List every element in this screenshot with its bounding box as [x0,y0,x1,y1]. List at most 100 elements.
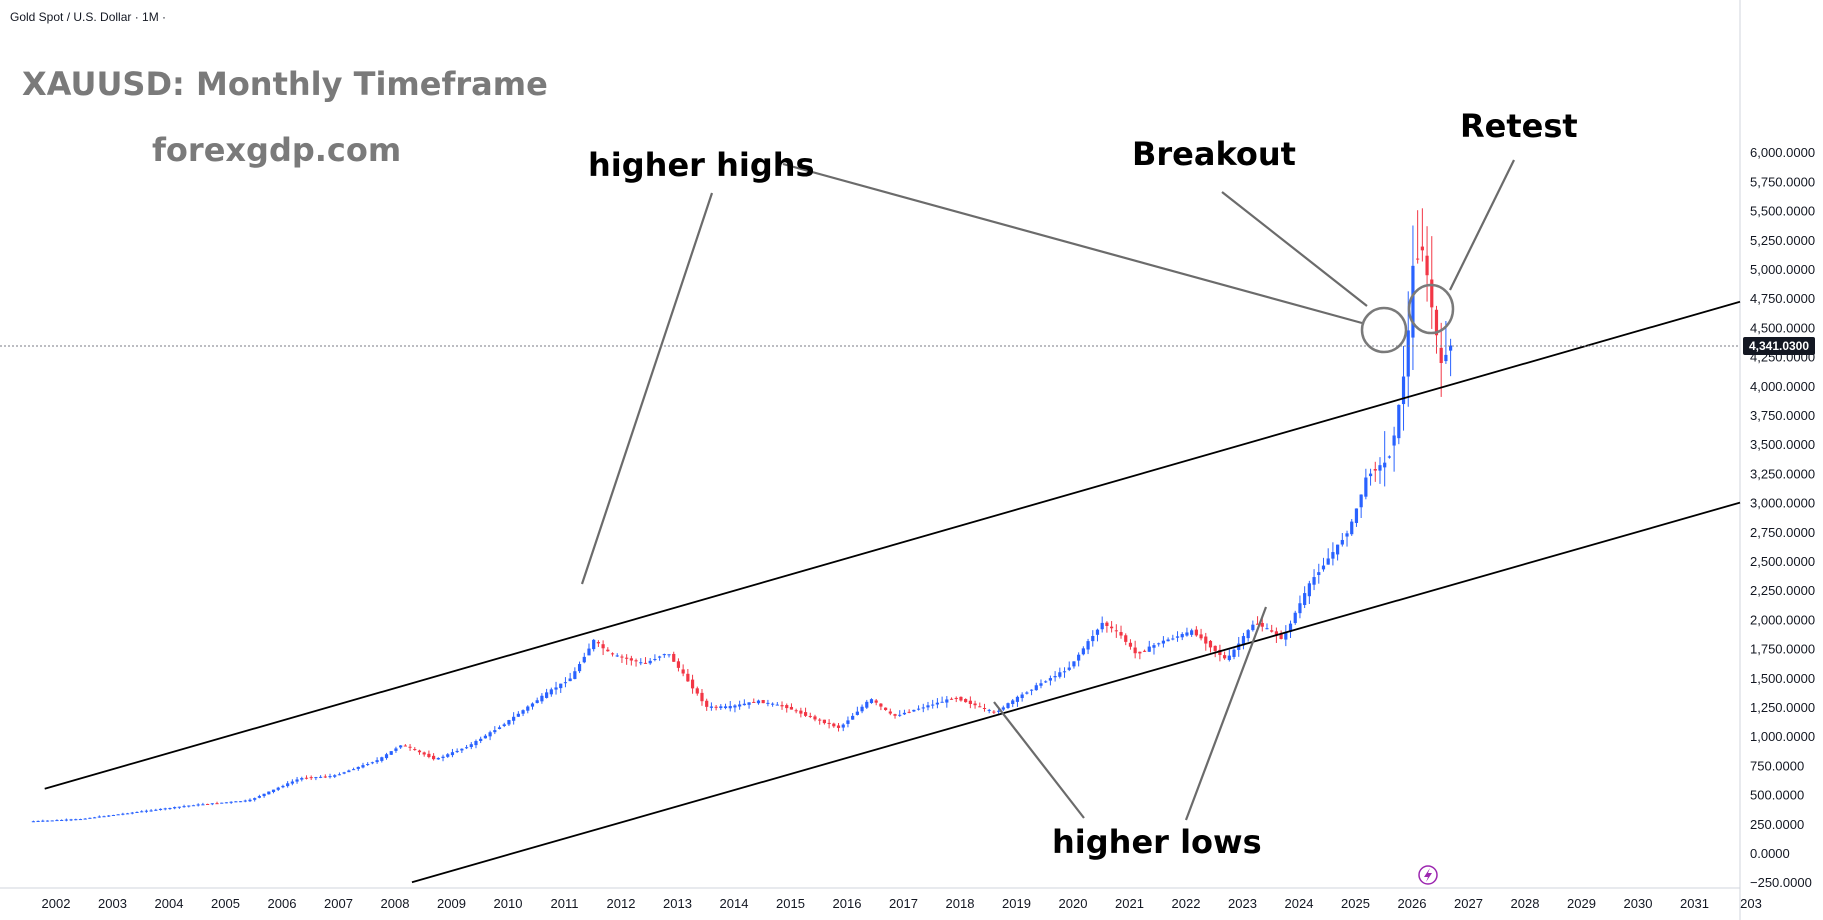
candle-body [366,764,370,766]
candle-body [464,747,469,749]
candle-body [1095,629,1100,635]
candle-body [399,745,403,748]
candle-body [723,706,728,709]
candle-body [295,779,299,782]
candle-body [1406,330,1410,377]
time-tick-label: 2018 [946,896,975,911]
candle-body [855,711,859,715]
candle-body [1307,583,1311,597]
candle-body [775,704,779,706]
candle-body [1147,646,1151,652]
callout-line-breakout [1221,191,1368,307]
price-tick-label: 750.0000 [1750,758,1804,773]
candle-body [596,642,600,644]
candle-body [1284,632,1288,640]
candle-body [836,725,841,728]
candle-body [997,710,1001,712]
candle-body [460,748,464,751]
candle-body [286,783,290,787]
candle-body [333,775,337,777]
candle-body [756,700,761,704]
candle-body [794,710,798,712]
time-tick-label: 2005 [211,896,240,911]
annotation-breakout: Breakout [1132,135,1296,173]
candle-body [1383,462,1387,468]
candle-body [1142,650,1147,652]
candle-body [577,664,582,672]
annotation-higher-highs: higher highs [588,146,815,184]
current-price-label: 4,341.0300 [1749,339,1809,353]
candle-body [1255,623,1260,625]
candle-body [639,662,643,664]
candle-body [102,816,106,818]
candle-body [154,809,158,811]
candle-body [1020,694,1024,699]
price-axis[interactable]: −250.0000 0.0000 250.0000 500.0000 750.0000 1… [1750,145,1815,890]
price-tick-label: 250.0000 [1750,817,1804,832]
candle-body [107,815,111,817]
candle-body [125,813,130,815]
candle-body [262,793,266,797]
candle-body [620,656,624,658]
candle-body [672,653,676,662]
candle-body [865,701,869,708]
candle-body [1128,642,1133,647]
time-tick-label: 2014 [720,896,749,911]
time-tick-label: 2010 [494,896,523,911]
candle-body [271,789,276,793]
candle-body [1270,630,1274,632]
candle-body [1185,632,1189,636]
time-tick-label: 2004 [155,896,184,911]
candle-body [1350,521,1354,535]
callout-lines [580,159,1515,821]
candle-body [78,819,83,821]
retest-circle [1407,283,1455,335]
candle-body [1279,633,1283,639]
time-tick-label: 2012 [607,896,636,911]
time-tick-label: 2030 [1624,896,1653,911]
candle-body [982,707,987,709]
candle-body [573,671,577,679]
candle-body [1223,655,1227,659]
candle-body [257,796,261,798]
candle-body [446,754,450,757]
candle-body [601,644,605,649]
candle-body [1048,678,1052,681]
candle-body [93,817,97,819]
candle-body [182,806,186,808]
candle-body [130,812,134,814]
candle-body [97,816,101,818]
candle-body [888,711,892,714]
candle-body [394,748,398,751]
callout-line-retest [1449,159,1515,291]
candle-body [417,750,422,753]
candle-body [771,703,775,705]
candle-body [1364,477,1368,497]
candle-body [163,808,167,810]
candle-body [403,745,407,747]
candle-body [959,696,963,701]
candle-body [752,701,756,703]
candle-body [559,683,563,689]
candle-body [356,766,360,769]
time-axis[interactable]: 2002 2003 2004 2005 2006 2007 2008 2009 2010 2011… [42,896,1762,911]
candle-body [742,703,746,706]
candle-body [879,703,883,707]
candle-body [1114,630,1118,632]
candle-body [314,777,318,779]
lightning-icon[interactable] [1418,865,1438,885]
candle-body [785,705,789,709]
symbol-label[interactable]: Gold Spot / U.S. Dollar · 1M · [10,10,166,24]
candle-body [380,757,384,761]
candle-body [1100,622,1104,630]
candle-body [83,818,87,820]
time-tick-label: 2025 [1341,896,1370,911]
time-tick-label: 2020 [1059,896,1088,911]
candle-body [874,700,878,703]
time-tick-label: 2013 [663,896,692,911]
watermark-text: forexgdp.com [152,131,401,169]
candle-body [1213,645,1217,651]
price-tick-label: 1,750.0000 [1750,642,1815,657]
candle-body [662,654,666,656]
